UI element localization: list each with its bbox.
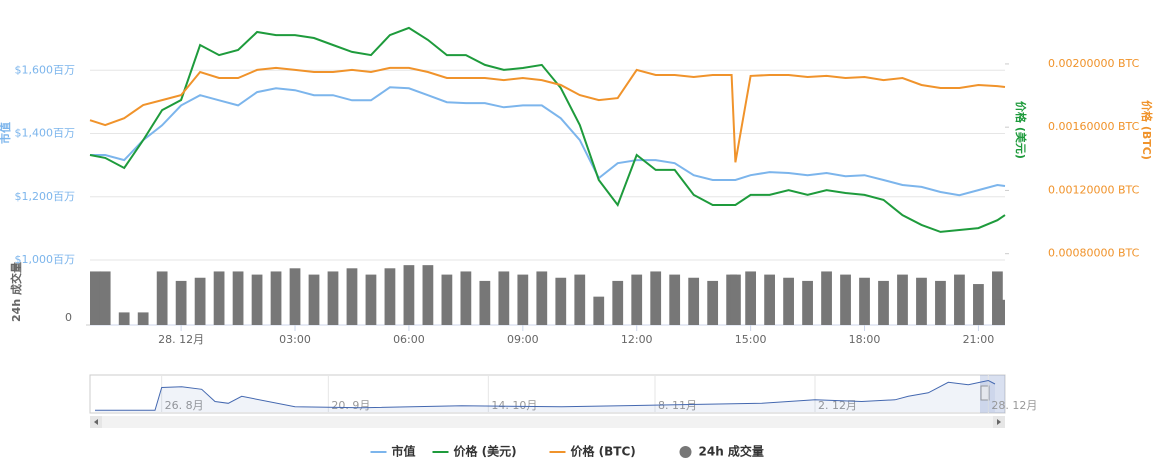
volume-bar — [669, 274, 681, 325]
y2-tick-label: 0.00120000 BTC — [1048, 183, 1140, 196]
volume-bar — [973, 284, 984, 325]
y2-axis-title: 价格 (BTC) — [1140, 100, 1154, 160]
volume-bar — [730, 274, 741, 325]
y3-axis-title: 价格 (美元) — [1014, 101, 1028, 159]
x-tick-label: 09:00 — [507, 333, 539, 346]
navigator-area — [95, 380, 995, 412]
navigator-label: 28. 12月 — [991, 399, 1037, 412]
volume-bar — [555, 277, 567, 325]
volume-bar — [764, 274, 775, 325]
y-tick-label: $1,200百万 — [15, 190, 76, 203]
volume-bar — [954, 274, 965, 325]
navigator-label: 26. 8月 — [165, 399, 204, 412]
y-tick-label: $1,600百万 — [15, 63, 76, 76]
legend-symbol — [679, 446, 692, 458]
y2-tick-label: 0.00200000 BTC — [1048, 57, 1140, 70]
volume-bar — [935, 280, 946, 325]
volume-bar — [821, 271, 832, 325]
volume-bar — [593, 296, 605, 325]
navigator-line — [95, 379, 996, 411]
volume-bar — [802, 280, 813, 325]
volume-bar — [346, 268, 358, 325]
legend-item[interactable]: 24h 成交量 — [699, 444, 764, 459]
volume-bar — [631, 274, 643, 325]
legend-item[interactable]: 市值 — [392, 444, 416, 459]
volume-bar — [994, 299, 1005, 325]
arrow-right — [997, 419, 1001, 425]
y2-tick-label: 0.00080000 BTC — [1048, 247, 1140, 260]
volume-bar — [707, 280, 719, 325]
navigator-label: 8. 11月 — [658, 399, 697, 412]
volume-bar — [479, 280, 491, 325]
series-line — [90, 86, 1006, 197]
volume-bar — [916, 277, 927, 325]
volume-bar — [650, 271, 662, 325]
series-line — [89, 66, 1006, 163]
volume-bar — [213, 271, 225, 325]
navigator-label: 14. 10月 — [491, 399, 537, 412]
volume-bar — [403, 265, 415, 325]
volume-bar — [498, 271, 510, 325]
volume-bar — [90, 271, 101, 325]
volume-bar — [783, 277, 794, 325]
x-tick-label: 12:00 — [621, 333, 653, 346]
series-line — [89, 26, 1006, 233]
volume-bar — [270, 271, 282, 325]
volume-bar — [365, 274, 377, 325]
volume-bar — [251, 274, 263, 325]
legend-item[interactable]: 价格 (BTC) — [571, 444, 636, 459]
y4-tick-label: 0 — [65, 311, 72, 324]
y-axis-title: 市值 — [0, 122, 12, 144]
x-tick-label: 28. 12月 — [158, 333, 204, 346]
volume-bar — [156, 271, 168, 325]
volume-bar — [327, 271, 339, 325]
volume-bar — [517, 274, 529, 325]
volume-bar — [137, 312, 149, 325]
volume-bar — [441, 274, 453, 325]
x-tick-label: 06:00 — [393, 333, 425, 346]
volume-bar — [612, 280, 624, 325]
volume-bar — [289, 268, 301, 325]
volume-bar — [308, 274, 320, 325]
navigator-label: 2. 12月 — [818, 399, 857, 412]
volume-bar — [460, 271, 472, 325]
y2-tick-label: 0.00160000 BTC — [1048, 120, 1140, 133]
volume-bar — [384, 268, 396, 325]
volume-bar — [878, 280, 889, 325]
volume-bar — [194, 277, 206, 325]
volume-bar — [232, 271, 244, 325]
legend-item[interactable]: 价格 (美元) — [454, 444, 517, 459]
y4-axis-title: 24h 成交量 — [9, 262, 23, 322]
y-tick-label: $1,000百万 — [15, 253, 76, 266]
volume-bar — [536, 271, 548, 325]
volume-bar — [99, 271, 111, 325]
x-tick-label: 15:00 — [735, 333, 767, 346]
volume-bar — [118, 312, 130, 325]
arrow-left — [94, 419, 98, 425]
volume-bar — [859, 277, 870, 325]
x-tick-label: 18:00 — [849, 333, 881, 346]
volume-bar — [745, 271, 757, 325]
volume-bar — [840, 274, 851, 325]
y-tick-label: $1,400百万 — [15, 127, 76, 140]
scrollbar-track[interactable] — [90, 416, 1005, 428]
x-tick-label: 21:00 — [963, 333, 995, 346]
volume-bar — [688, 277, 700, 325]
x-tick-label: 03:00 — [279, 333, 311, 346]
volume-bar — [992, 271, 1003, 325]
navigator-handle[interactable] — [980, 385, 990, 401]
volume-bar — [422, 265, 434, 325]
volume-bar — [175, 280, 187, 325]
volume-bar — [574, 274, 586, 325]
volume-bar — [897, 274, 908, 325]
navigator-label: 20. 9月 — [331, 399, 370, 412]
